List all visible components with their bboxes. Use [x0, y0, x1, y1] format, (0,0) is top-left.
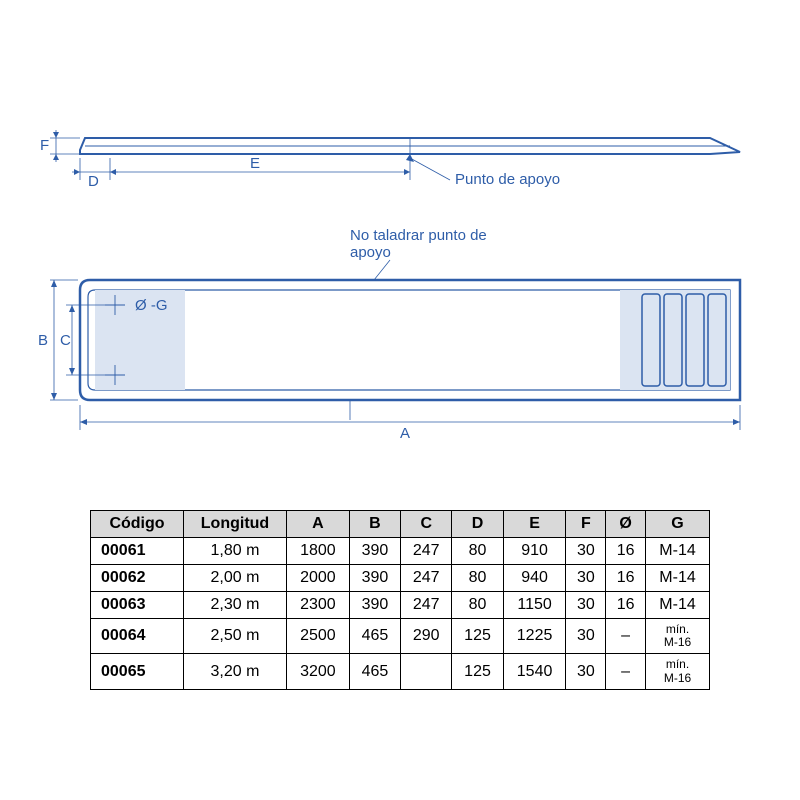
side-view: F D E Punto de apoyo — [40, 130, 740, 190]
col-header: Código — [91, 511, 184, 538]
table-cell: mín.M-16 — [646, 654, 710, 689]
table-cell: M-14 — [646, 565, 710, 592]
table-cell: 2300 — [287, 592, 350, 619]
table-cell: 1,80 m — [184, 538, 287, 565]
table-cell: 1225 — [503, 619, 566, 654]
dim-C-label: C — [60, 332, 71, 349]
table-cell: mín.M-16 — [646, 619, 710, 654]
dim-A-label: A — [400, 425, 410, 442]
table-cell: M-14 — [646, 592, 710, 619]
table-cell: 30 — [566, 654, 606, 689]
col-header: F — [566, 511, 606, 538]
table-cell: 910 — [503, 538, 566, 565]
spec-table: CódigoLongitudABCDEFØG 000611,80 m180039… — [90, 510, 710, 690]
col-header: Ø — [606, 511, 646, 538]
punto-apoyo-label: Punto de apoyo — [455, 171, 560, 188]
col-header: B — [349, 511, 400, 538]
col-header: C — [401, 511, 452, 538]
table-cell: 80 — [452, 565, 503, 592]
dim-D-label: D — [88, 173, 99, 190]
table-cell: 465 — [349, 654, 400, 689]
table-cell: 00065 — [91, 654, 184, 689]
table-cell: 390 — [349, 538, 400, 565]
table-cell: 2,50 m — [184, 619, 287, 654]
table-cell: 16 — [606, 538, 646, 565]
table-cell: 125 — [452, 619, 503, 654]
table-cell: 390 — [349, 592, 400, 619]
table-cell: 1540 — [503, 654, 566, 689]
technical-diagram: F D E Punto de apoyo No taladrar punto d… — [30, 80, 770, 460]
table-cell: 247 — [401, 592, 452, 619]
table-cell: 125 — [452, 654, 503, 689]
table-cell: 30 — [566, 592, 606, 619]
spec-table-container: CódigoLongitudABCDEFØG 000611,80 m180039… — [90, 510, 710, 690]
table-cell: 3,20 m — [184, 654, 287, 689]
table-cell: 80 — [452, 538, 503, 565]
col-header: E — [503, 511, 566, 538]
dim-G-label: Ø -G — [135, 297, 168, 314]
table-cell: 2,30 m — [184, 592, 287, 619]
table-row: 000642,50 m2500465290125122530–mín.M-16 — [91, 619, 710, 654]
table-row: 000632,30 m23003902478011503016M-14 — [91, 592, 710, 619]
table-row: 000653,20 m3200465 125154030–mín.M-16 — [91, 654, 710, 689]
table-cell: 390 — [349, 565, 400, 592]
dim-F-label: F — [40, 137, 49, 154]
dim-B-label: B — [38, 332, 48, 349]
no-taladrar-line2: apoyo — [350, 244, 391, 261]
table-cell: 1800 — [287, 538, 350, 565]
table-cell: 80 — [452, 592, 503, 619]
col-header: Longitud — [184, 511, 287, 538]
table-cell: 247 — [401, 565, 452, 592]
svg-text:No taladrar punto de apo: No taladrar punto de apoyo — [350, 227, 491, 261]
table-cell: 16 — [606, 565, 646, 592]
table-cell: 00061 — [91, 538, 184, 565]
table-cell: 30 — [566, 565, 606, 592]
table-row: 000611,80 m1800390247809103016M-14 — [91, 538, 710, 565]
table-cell: 465 — [349, 619, 400, 654]
table-cell: 16 — [606, 592, 646, 619]
table-cell: 2500 — [287, 619, 350, 654]
table-cell: M-14 — [646, 538, 710, 565]
table-cell: 1150 — [503, 592, 566, 619]
table-cell: – — [606, 654, 646, 689]
table-cell: 247 — [401, 538, 452, 565]
table-cell: 00064 — [91, 619, 184, 654]
col-header: A — [287, 511, 350, 538]
table-cell: 2,00 m — [184, 565, 287, 592]
table-cell — [401, 654, 452, 689]
table-cell: – — [606, 619, 646, 654]
table-row: 000622,00 m2000390247809403016M-14 — [91, 565, 710, 592]
table-cell: 3200 — [287, 654, 350, 689]
table-cell: 30 — [566, 538, 606, 565]
col-header: G — [646, 511, 710, 538]
table-cell: 00062 — [91, 565, 184, 592]
table-header-row: CódigoLongitudABCDEFØG — [91, 511, 710, 538]
table-cell: 290 — [401, 619, 452, 654]
table-cell: 940 — [503, 565, 566, 592]
table-cell: 2000 — [287, 565, 350, 592]
dim-E-label: E — [250, 155, 260, 172]
no-taladrar-line1: No taladrar punto de — [350, 227, 487, 244]
table-cell: 30 — [566, 619, 606, 654]
table-cell: 00063 — [91, 592, 184, 619]
top-view: Ø -G B C A — [38, 280, 740, 442]
col-header: D — [452, 511, 503, 538]
